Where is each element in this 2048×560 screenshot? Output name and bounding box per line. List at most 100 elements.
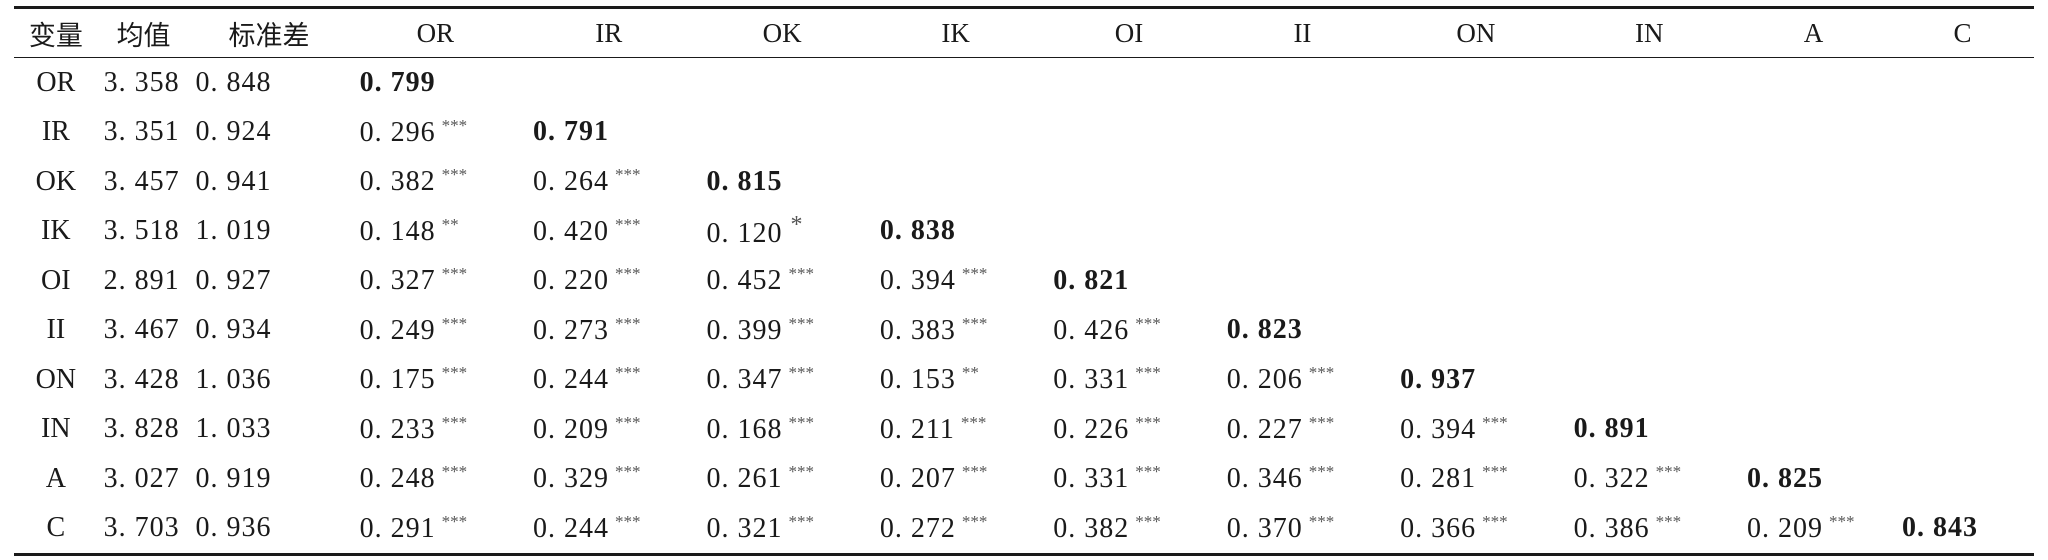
correlation-cell: 0. 209 *** <box>1736 504 1891 555</box>
correlation-cell: 0. 331 *** <box>1042 454 1215 504</box>
variable-name-cell: A <box>45 462 66 494</box>
correlation-cell: 0. 426 *** <box>1042 306 1215 356</box>
significance-marker: *** <box>615 165 641 185</box>
empty-cell <box>1216 58 1389 108</box>
empty-cell <box>1736 157 1891 207</box>
diagonal-value: 0. 823 <box>1226 314 1303 346</box>
empty-cell <box>1891 157 2034 207</box>
diagonal-value-cell: 0. 891 <box>1563 405 1736 455</box>
significance-marker: *** <box>960 412 987 432</box>
correlation-cell: 0. 264 *** <box>522 157 695 207</box>
correlation-value: 0. 321 <box>706 512 783 544</box>
diagonal-value-cell: 0. 815 <box>695 157 868 207</box>
diagonal-value: 0. 843 <box>1902 512 1979 544</box>
significance-marker: *** <box>615 412 641 432</box>
correlation-value: 0. 347 <box>706 364 783 396</box>
correlation-value: 0. 175 <box>359 364 436 396</box>
column-header: 均值 <box>97 7 190 58</box>
mean-cell: 3. 027 <box>103 462 180 494</box>
significance-marker: *** <box>1135 511 1161 531</box>
correlation-cell: 0. 382 *** <box>1042 504 1215 555</box>
std-dev-cell: 0. 936 <box>195 512 272 544</box>
empty-cell <box>869 58 1042 108</box>
std-dev-cell: 0. 941 <box>195 165 272 197</box>
table-row: OI 2. 891 0. 927 0. 327 *** 0. 220 *** 0. 452 **… <box>14 256 2034 306</box>
significance-marker: *** <box>441 462 468 482</box>
variable-name-cell: IK <box>41 215 71 247</box>
significance-marker: *** <box>441 165 468 185</box>
empty-cell <box>1563 157 1736 207</box>
empty-cell <box>1389 207 1562 257</box>
column-header: C <box>1891 7 2034 58</box>
correlation-cell: 0. 383 *** <box>869 306 1042 356</box>
table-row: IK 3. 518 1. 019 0. 148 ** 0. 420 *** 0. 120 * 0.… <box>14 207 2034 257</box>
diagonal-value-cell: 0. 937 <box>1389 355 1562 405</box>
table-row: ON 3. 428 1. 036 0. 175 *** 0. 244 *** 0. 347 **… <box>14 355 2034 405</box>
empty-cell <box>1736 108 1891 158</box>
correlation-value: 0. 264 <box>533 166 610 198</box>
correlation-value: 0. 209 <box>1746 512 1823 544</box>
correlation-cell: 0. 321 *** <box>695 504 868 555</box>
correlation-cell: 0. 273 *** <box>522 306 695 356</box>
significance-marker: *** <box>961 462 988 482</box>
significance-marker: *** <box>615 264 641 284</box>
correlation-cell: 0. 261 *** <box>695 454 868 504</box>
column-header: II <box>1215 7 1390 58</box>
correlation-cell: 0. 207 *** <box>869 454 1042 504</box>
table-row: II 3. 467 0. 934 0. 249 *** 0. 273 *** 0. 399 **… <box>14 306 2034 356</box>
correlation-value: 0. 209 <box>533 413 610 445</box>
empty-cell <box>1736 355 1891 405</box>
std-dev-cell: 0. 924 <box>195 116 272 148</box>
significance-marker: *** <box>961 264 988 284</box>
empty-cell <box>1563 108 1736 158</box>
variable-name-cell: OK <box>35 165 77 197</box>
empty-cell <box>1042 157 1215 207</box>
table-row: OR 3. 358 0. 848 0. 799 <box>14 58 2034 108</box>
correlation-cell: 0. 382 *** <box>349 157 522 207</box>
empty-cell <box>1216 157 1389 207</box>
table-body: OR 3. 358 0. 848 0. 799 IR 3. 351 0. 924 0. 296… <box>14 58 2034 555</box>
diagonal-value: 0. 891 <box>1573 413 1650 445</box>
correlation-value: 0. 153 <box>879 364 956 396</box>
significance-marker: ** <box>441 214 459 234</box>
variable-name-cell: ON <box>35 363 77 395</box>
significance-marker: *** <box>441 313 468 333</box>
correlation-cell: 0. 281 *** <box>1389 454 1562 504</box>
table-row: IR 3. 351 0. 924 0. 296 *** 0. 791 <box>14 108 2034 158</box>
empty-cell <box>1736 306 1891 356</box>
correlation-value: 0. 249 <box>359 314 436 346</box>
std-dev-cell: 1. 036 <box>195 363 272 395</box>
correlation-cell: 0. 347 *** <box>695 355 868 405</box>
correlation-cell: 0. 329 *** <box>522 454 695 504</box>
correlation-cell: 0. 420 *** <box>522 207 695 257</box>
empty-cell <box>1042 58 1215 108</box>
correlation-value: 0. 291 <box>359 512 436 544</box>
empty-cell <box>869 157 1042 207</box>
table-row: A 3. 027 0. 919 0. 248 *** 0. 329 *** 0. 261 ***… <box>14 454 2034 504</box>
diagonal-value: 0. 838 <box>879 215 956 247</box>
correlation-value: 0. 281 <box>1400 463 1477 495</box>
correlation-value: 0. 244 <box>533 364 610 396</box>
correlation-cell: 0. 244 *** <box>522 355 695 405</box>
empty-cell <box>1216 256 1389 306</box>
empty-cell <box>1563 355 1736 405</box>
correlation-cell: 0. 209 *** <box>522 405 695 455</box>
significance-marker: *** <box>788 313 814 333</box>
correlation-cell: 0. 249 *** <box>349 306 522 356</box>
empty-cell <box>1891 355 2034 405</box>
correlation-cell: 0. 366 *** <box>1389 504 1562 555</box>
empty-cell <box>1389 256 1562 306</box>
correlation-cell: 0. 394 *** <box>1389 405 1562 455</box>
significance-marker: *** <box>615 214 641 234</box>
correlation-value: 0. 261 <box>706 463 783 495</box>
column-header: IN <box>1562 7 1736 58</box>
correlation-cell: 0. 386 *** <box>1563 504 1736 555</box>
correlation-value: 0. 148 <box>359 215 436 247</box>
correlation-table: 变量 均值 标准差 OR IR OK IK OI II ON IN A C OR 3. 358 0. 848… <box>14 6 2034 556</box>
correlation-value: 0. 329 <box>533 463 610 495</box>
correlation-value: 0. 452 <box>706 265 783 297</box>
significance-marker: *** <box>441 363 468 383</box>
correlation-value: 0. 322 <box>1573 463 1650 495</box>
correlation-value: 0. 386 <box>1573 512 1650 544</box>
correlation-value: 0. 394 <box>879 265 956 297</box>
